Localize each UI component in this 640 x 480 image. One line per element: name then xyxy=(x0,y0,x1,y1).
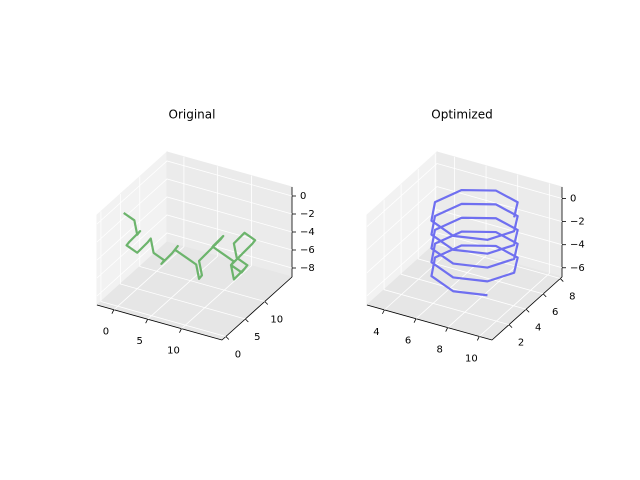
z-tick-label: −8 xyxy=(300,263,315,274)
x-tick xyxy=(445,327,449,332)
x-axis-line xyxy=(96,304,223,341)
y-tick xyxy=(542,293,547,298)
grid-line xyxy=(366,163,563,227)
x-tick xyxy=(145,319,149,324)
y-axis-line xyxy=(491,276,563,341)
grid-line xyxy=(139,176,265,302)
x-tick-label: 10 xyxy=(167,346,180,357)
grid-line xyxy=(96,160,293,225)
y-tick-label: 4 xyxy=(535,322,541,333)
x-tick-label: 5 xyxy=(136,336,142,347)
x-tick xyxy=(179,328,182,333)
y-axis-line xyxy=(221,276,293,341)
grid-line xyxy=(100,211,226,337)
z-tick-label: 0 xyxy=(300,191,306,202)
grid-line xyxy=(96,232,293,297)
y-tick-label: 6 xyxy=(552,307,558,318)
y-tick-label: 10 xyxy=(270,315,283,326)
grid-line xyxy=(96,196,293,261)
z-tick-label: −4 xyxy=(300,227,315,238)
x-tick-label: 10 xyxy=(465,353,478,364)
grid-line xyxy=(384,156,455,311)
grid-line xyxy=(366,186,563,250)
y-tick xyxy=(245,318,249,323)
y-tick xyxy=(560,278,564,282)
x-tick xyxy=(111,309,115,314)
z-tick-label: −2 xyxy=(570,217,585,228)
x-tick-label: 0 xyxy=(103,327,109,338)
grid-line xyxy=(383,199,510,326)
x-tick xyxy=(382,309,385,315)
y-tick-label: 5 xyxy=(254,332,260,343)
grid-line xyxy=(96,178,293,243)
x-tick xyxy=(476,336,480,341)
grid-line xyxy=(119,194,246,320)
grid-line xyxy=(96,214,293,279)
grid-line xyxy=(366,232,563,297)
z-tick-label: −4 xyxy=(570,240,585,251)
chart-title: Optimized xyxy=(431,108,492,122)
grid-line xyxy=(417,168,544,295)
y-tick-label: 0 xyxy=(235,350,241,361)
y-tick-label: 2 xyxy=(518,338,524,349)
data-line xyxy=(123,212,257,281)
grid-line xyxy=(366,209,563,273)
x-tick-label: 8 xyxy=(437,345,443,356)
y-tick-label: 8 xyxy=(569,292,575,303)
y-tick xyxy=(525,308,530,313)
z-tick-label: −2 xyxy=(300,209,315,220)
z-tick-label: 0 xyxy=(570,194,576,205)
grid-line xyxy=(415,165,487,320)
z-tick-label: −6 xyxy=(300,245,315,256)
x-tick-label: 6 xyxy=(405,336,411,347)
grid-line xyxy=(400,184,527,310)
y-tick xyxy=(508,324,513,328)
y-tick xyxy=(264,301,269,305)
y-tick xyxy=(225,336,230,340)
x-tick-label: 4 xyxy=(373,327,379,338)
x-axis-line xyxy=(366,304,493,341)
chart-title: Original xyxy=(169,108,216,122)
grid-line xyxy=(479,183,550,337)
data-line xyxy=(430,188,519,297)
z-tick-label: −6 xyxy=(570,263,585,274)
x-tick xyxy=(413,318,417,323)
